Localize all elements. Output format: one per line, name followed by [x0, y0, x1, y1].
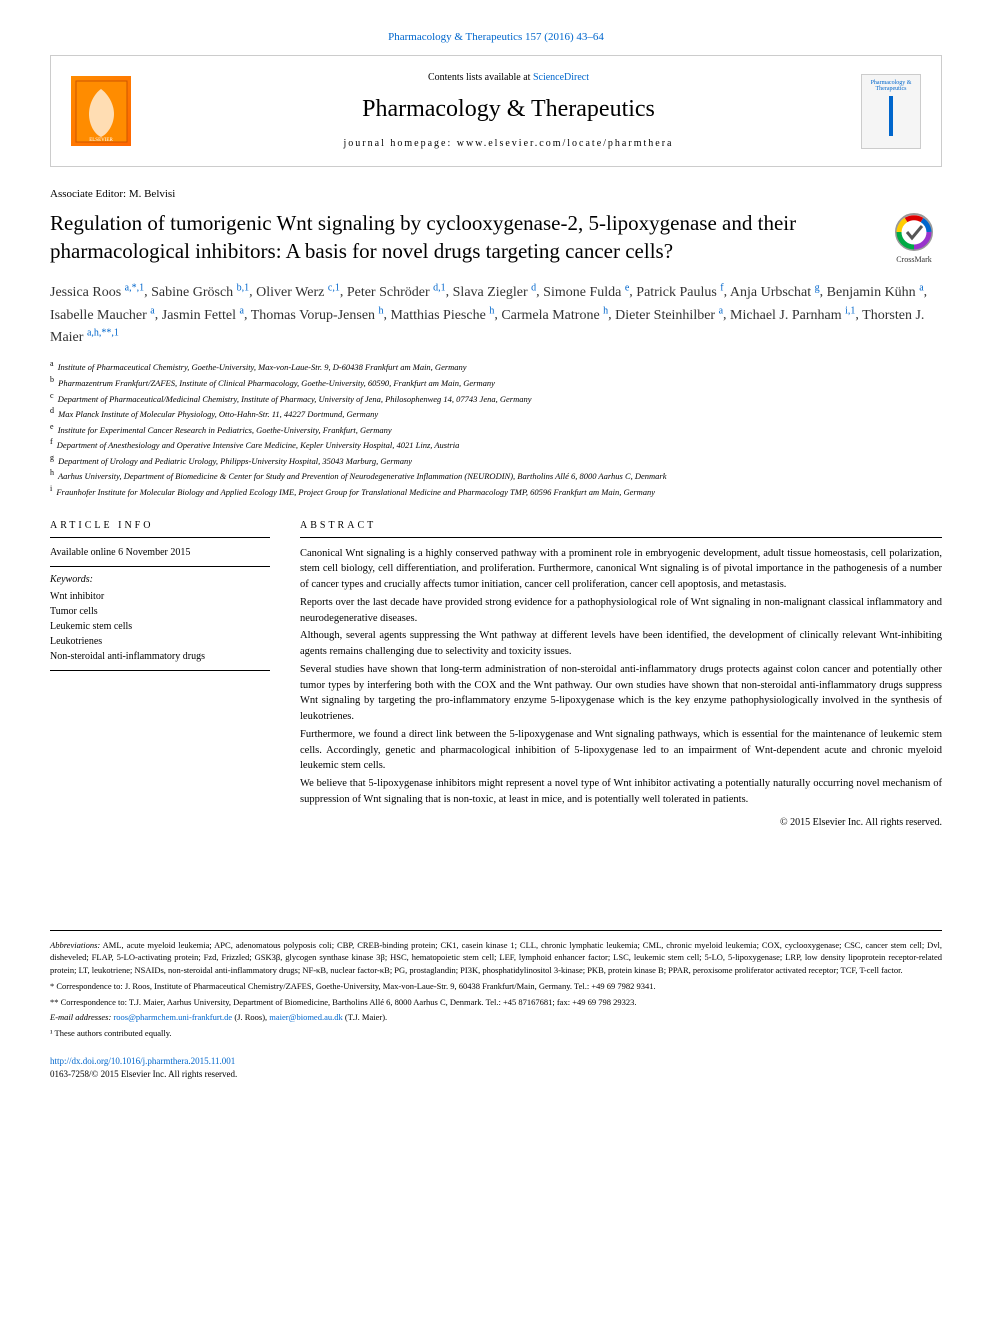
citation-link[interactable]: Pharmacology & Therapeutics 157 (2016) 4… [388, 31, 604, 43]
affiliation: a Institute of Pharmaceutical Chemistry,… [50, 358, 942, 374]
journal-cover-thumbnail: Pharmacology & Therapeutics [861, 74, 921, 149]
abstract-paragraph: Several studies have shown that long-ter… [300, 662, 942, 725]
author: Michael J. Parnham i,1 [730, 308, 855, 323]
crossmark-badge[interactable]: CrossMark [887, 210, 942, 265]
author: Carmela Matrone h [501, 308, 608, 323]
author: Jessica Roos a,*,1 [50, 285, 144, 300]
available-online-date: Available online 6 November 2015 [50, 546, 270, 567]
affiliations-list: a Institute of Pharmaceutical Chemistry,… [50, 358, 942, 498]
author: Patrick Paulus f [636, 285, 723, 300]
journal-banner: ELSEVIER Contents lists available at Sci… [50, 55, 942, 167]
correspondence-1: * Correspondence to: J. Roos, Institute … [50, 980, 942, 993]
associate-editor: Associate Editor: M. Belvisi [50, 187, 942, 202]
sciencedirect-link[interactable]: ScienceDirect [533, 72, 589, 83]
journal-name: Pharmacology & Therapeutics [156, 93, 861, 127]
affiliation: d Max Planck Institute of Molecular Phys… [50, 405, 942, 421]
email-label: E-mail addresses: [50, 1012, 113, 1022]
author: Slava Ziegler d [453, 285, 537, 300]
author: Peter Schröder d,1 [347, 285, 446, 300]
keyword: Wnt inhibitor [50, 589, 270, 604]
affiliation: e Institute for Experimental Cancer Rese… [50, 421, 942, 437]
header-citation: Pharmacology & Therapeutics 157 (2016) 4… [50, 30, 942, 45]
svg-text:CrossMark: CrossMark [896, 255, 932, 264]
elsevier-logo: ELSEVIER [71, 76, 131, 146]
contents-available: Contents lists available at ScienceDirec… [156, 71, 861, 85]
journal-homepage: journal homepage: www.elsevier.com/locat… [156, 137, 861, 151]
author: Matthias Piesche h [391, 308, 495, 323]
affiliation: i Fraunhofer Institute for Molecular Bio… [50, 483, 942, 499]
keywords-list: Wnt inhibitorTumor cellsLeukemic stem ce… [50, 589, 270, 671]
author: Anja Urbschat g [730, 285, 820, 300]
abstract-paragraph: We believe that 5-lipoxygenase inhibitor… [300, 776, 942, 808]
keyword: Tumor cells [50, 604, 270, 619]
author: Thomas Vorup-Jensen h [251, 308, 384, 323]
keyword: Leukemic stem cells [50, 619, 270, 634]
author: Oliver Werz c,1 [256, 285, 340, 300]
author: Benjamin Kühn a [827, 285, 924, 300]
affiliation: c Department of Pharmaceutical/Medicinal… [50, 390, 942, 406]
abstract-heading: ABSTRACT [300, 519, 942, 538]
keyword: Leukotrienes [50, 634, 270, 649]
affiliation: h Aarhus University, Department of Biome… [50, 467, 942, 483]
article-title: Regulation of tumorigenic Wnt signaling … [50, 210, 887, 265]
footer-section: Abbreviations: AML, acute myeloid leukem… [50, 930, 942, 1082]
affiliation: b Pharmazentrum Frankfurt/ZAFES, Institu… [50, 374, 942, 390]
author: Dieter Steinhilber a [615, 308, 723, 323]
abstract-paragraph: Furthermore, we found a direct link betw… [300, 727, 942, 774]
affiliation: f Department of Anesthesiology and Opera… [50, 436, 942, 452]
author: Simone Fulda e [543, 285, 629, 300]
affiliation: g Department of Urology and Pediatric Ur… [50, 452, 942, 468]
svg-text:ELSEVIER: ELSEVIER [89, 138, 113, 143]
abstract-copyright: © 2015 Elsevier Inc. All rights reserved… [300, 816, 942, 830]
abstract-paragraph: Reports over the last decade have provid… [300, 595, 942, 627]
author: Isabelle Maucher a [50, 308, 155, 323]
keywords-label: Keywords: [50, 573, 270, 587]
abstract-paragraph: Although, several agents suppressing the… [300, 628, 942, 660]
correspondence-2: ** Correspondence to: T.J. Maier, Aarhus… [50, 996, 942, 1009]
email-link-2[interactable]: maier@biomed.au.dk [269, 1012, 342, 1022]
author: Sabine Grösch b,1 [151, 285, 249, 300]
abbreviations-text: AML, acute myeloid leukemia; APC, adenom… [50, 940, 942, 976]
author: Jasmin Fettel a [162, 308, 244, 323]
abstract-paragraph: Canonical Wnt signaling is a highly cons… [300, 546, 942, 593]
keyword: Non-steroidal anti-inflammatory drugs [50, 649, 270, 664]
abstract-text: Canonical Wnt signaling is a highly cons… [300, 546, 942, 808]
contributed-equally: ¹ These authors contributed equally. [50, 1027, 942, 1040]
email-link-1[interactable]: roos@pharmchem.uni-frankfurt.de [113, 1012, 232, 1022]
authors-list: Jessica Roos a,*,1, Sabine Grösch b,1, O… [50, 280, 942, 348]
article-info-heading: ARTICLE INFO [50, 519, 270, 538]
issn-copyright: 0163-7258/© 2015 Elsevier Inc. All right… [50, 1069, 237, 1079]
doi-link[interactable]: http://dx.doi.org/10.1016/j.pharmthera.2… [50, 1056, 235, 1066]
abbreviations-label: Abbreviations: [50, 940, 100, 950]
